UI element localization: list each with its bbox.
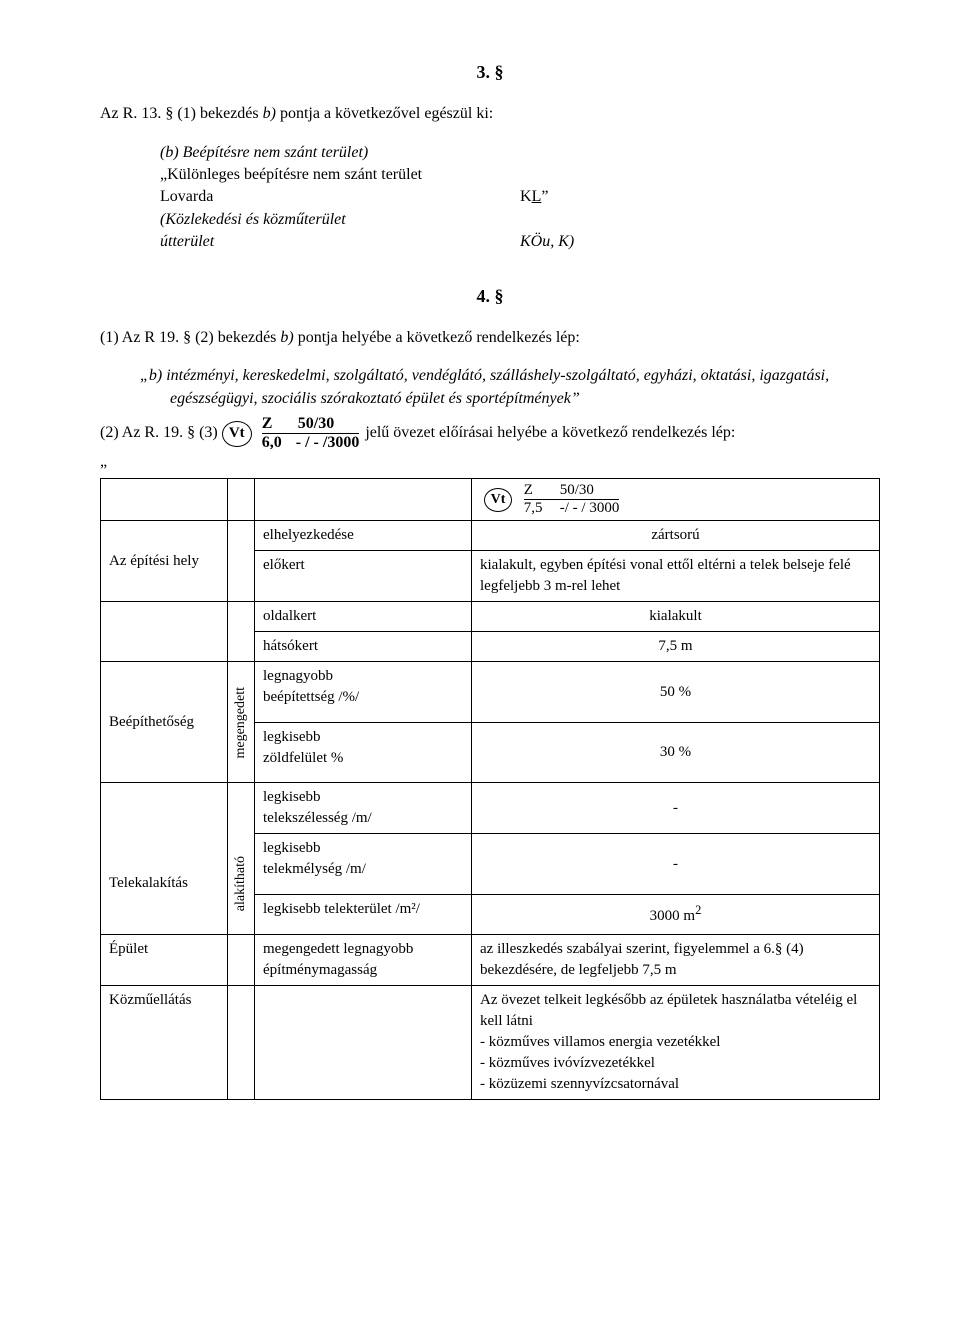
group-label: Az építési hely [101,521,228,602]
header-vt: Vt [484,488,512,512]
hdr-bot-b: -/ - / 3000 [560,501,620,517]
table-row: legkisebb telekszélesség /m/ - [101,783,880,834]
vt-badge: Vt [222,421,252,447]
utterulet-label: útterület [160,231,520,253]
row-value: 30 % [472,722,880,783]
table-row: Az építési hely elhelyezkedése zártsorú [101,521,880,551]
hdr-top-a: Z [524,483,546,499]
zoning-table: Vt Z 50/30 7,5 -/ - / 3000 Az építési he… [100,478,880,1100]
s3-intro-prefix: Az R. 13. § (1) bekezdés [100,105,263,122]
table-row: hátsókert 7,5 m [101,632,880,662]
s4-p1-suffix: pontja helyébe a következő rendelkezés l… [294,329,580,346]
row-label: legkisebb telekterület /m²/ [255,894,472,934]
s3-intro-b: b) [263,105,276,122]
s3-intro: Az R. 13. § (1) bekezdés b) pontja a köv… [100,103,880,125]
kozl-line: (Közlekedési és közműterület [160,209,880,231]
vertical-label: megengedett [231,687,251,759]
table-row: Közműellátás Az övezet telkeit legkésőbb… [101,985,880,1099]
row-value: Az övezet telkeit legkésőbb az épületek … [472,985,880,1099]
vertical-label: alakítható [231,856,251,911]
row-value: - [472,834,880,894]
row-label: legkisebb zöldfelület % [255,722,472,783]
row-value: zártsorú [472,521,880,551]
header-frac-cell: Vt Z 50/30 7,5 -/ - / 3000 [472,478,880,521]
s4-p1-b: b) [280,329,293,346]
lovarda-value: KL” [520,186,880,208]
lovarda-label: Lovarda [160,186,520,208]
group-label: Közműellátás [101,985,228,1099]
utterulet-value: KÖu, K) [520,231,880,253]
lovarda-l: L [532,188,542,205]
frac-bot-b: - / - /3000 [296,435,360,452]
row-value: 7,5 m [472,632,880,662]
section-3-heading: 3. § [100,60,880,85]
table-header-row: Vt Z 50/30 7,5 -/ - / 3000 [101,478,880,521]
table-row: oldalkert kialakult [101,602,880,632]
row-value: kialakult [472,602,880,632]
row-value: 50 % [472,662,880,723]
table-row: Épület megengedett legnagyobb építményma… [101,934,880,985]
table-row: Telekalakítás alakítható legkisebb telek… [101,834,880,894]
row-value: - [472,783,880,834]
lovarda-close: ” [541,188,548,205]
hdr-bot-a: 7,5 [524,501,546,517]
hdr-top-b: 50/30 [560,483,594,499]
frac-top-a: Z [262,416,286,433]
row-label: oldalkert [255,602,472,632]
s4-b-text: intézményi, kereskedelmi, szolgáltató, v… [162,367,829,406]
s4-p1-prefix: (1) Az R 19. § (2) bekezdés [100,329,280,346]
row-label: legnagyobb beépítettség /%/ [255,662,472,723]
row-label [255,985,472,1099]
row-value: 3000 m2 [472,894,880,934]
table-row: Beépíthetőség megengedett legnagyobb beé… [101,662,880,723]
row-label: előkert [255,551,472,602]
fraction-block: Z 50/30 6,0 - / - /3000 [262,416,360,452]
s4-p2-row: (2) Az R. 19. § (3) Vt Z 50/30 6,0 - / -… [100,416,880,452]
row-label: legkisebb telekmélység /m/ [255,834,472,894]
row-label: megengedett legnagyobb építménymagasság [255,934,472,985]
row-value: az illeszkedés szabályai szerint, figyel… [472,934,880,985]
s4-b-body: „b) intézményi, kereskedelmi, szolgáltat… [140,365,880,410]
s4-p1: (1) Az R 19. § (2) bekezdés b) pontja he… [100,327,880,349]
s3-intro-suffix: pontja a következővel egészül ki: [276,105,493,122]
lovarda-k: K [520,188,532,205]
row-label: elhelyezkedése [255,521,472,551]
group-label: Beépíthetőség [101,662,228,783]
row-label: hátsókert [255,632,472,662]
s4-b-lead: „b) [140,367,162,384]
s3-b-line: (b) Beépítésre nem szánt terület) [160,142,880,164]
frac-top-b: 50/30 [298,416,334,433]
s3-quote-line: „Különleges beépítésre nem szánt terület [160,164,880,186]
row-label: legkisebb telekszélesség /m/ [255,783,472,834]
frac-bot-a: 6,0 [262,435,286,452]
s4-p2-suffix: jelű övezet előírásai helyébe a következ… [365,422,735,444]
group-label: Telekalakítás [101,834,228,935]
row-value: kialakult, egyben építési vonal ettől el… [472,551,880,602]
s4-p2-prefix: (2) Az R. 19. § (3) [100,422,218,444]
open-quote: „ [100,451,880,473]
section-4-heading: 4. § [100,284,880,309]
group-label: Épület [101,934,228,985]
